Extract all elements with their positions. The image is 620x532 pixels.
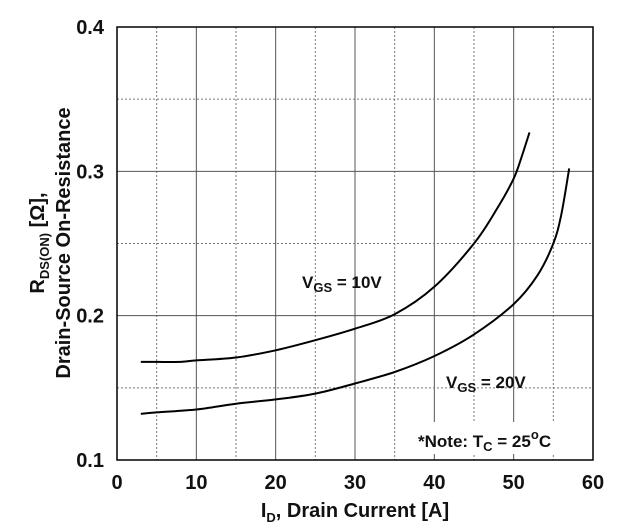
x-tick-labels: 0 10 20 30 40 50 60	[111, 472, 604, 494]
x-tick-label: 50	[503, 472, 525, 494]
x-tick-label: 40	[423, 472, 445, 494]
series-line-vgs-10v	[140, 132, 531, 363]
x-tick-label: 0	[111, 472, 122, 494]
y-tick-label: 0.2	[76, 306, 104, 328]
y-axis-label-line1: RDS(ON) [Ω],	[27, 192, 52, 293]
x-tick-label: 20	[265, 472, 287, 494]
grid	[117, 27, 593, 460]
y-tick-labels: 0.1 0.2 0.3 0.4	[76, 17, 105, 472]
y-tick-label: 0.1	[76, 450, 104, 472]
series-label-vgs-10v: VGS = 10V	[302, 273, 382, 295]
y-tick-label: 0.3	[76, 161, 104, 183]
series-label-vgs-20v: VGS = 20V	[446, 373, 526, 395]
y-tick-label: 0.4	[76, 17, 105, 39]
y-axis-label-line2: Drain-Source On-Resistance	[53, 107, 75, 378]
series-line-vgs-20v	[140, 168, 571, 415]
plot-frame	[116, 26, 594, 461]
note-background	[410, 422, 588, 454]
note-temperature: *Note: TC = 25oC	[418, 427, 551, 454]
x-tick-label: 30	[344, 472, 366, 494]
curves	[140, 132, 571, 415]
x-tick-label: 60	[582, 472, 604, 494]
x-axis-label: ID, Drain Current [A]	[261, 500, 449, 525]
x-tick-label: 10	[185, 472, 207, 494]
